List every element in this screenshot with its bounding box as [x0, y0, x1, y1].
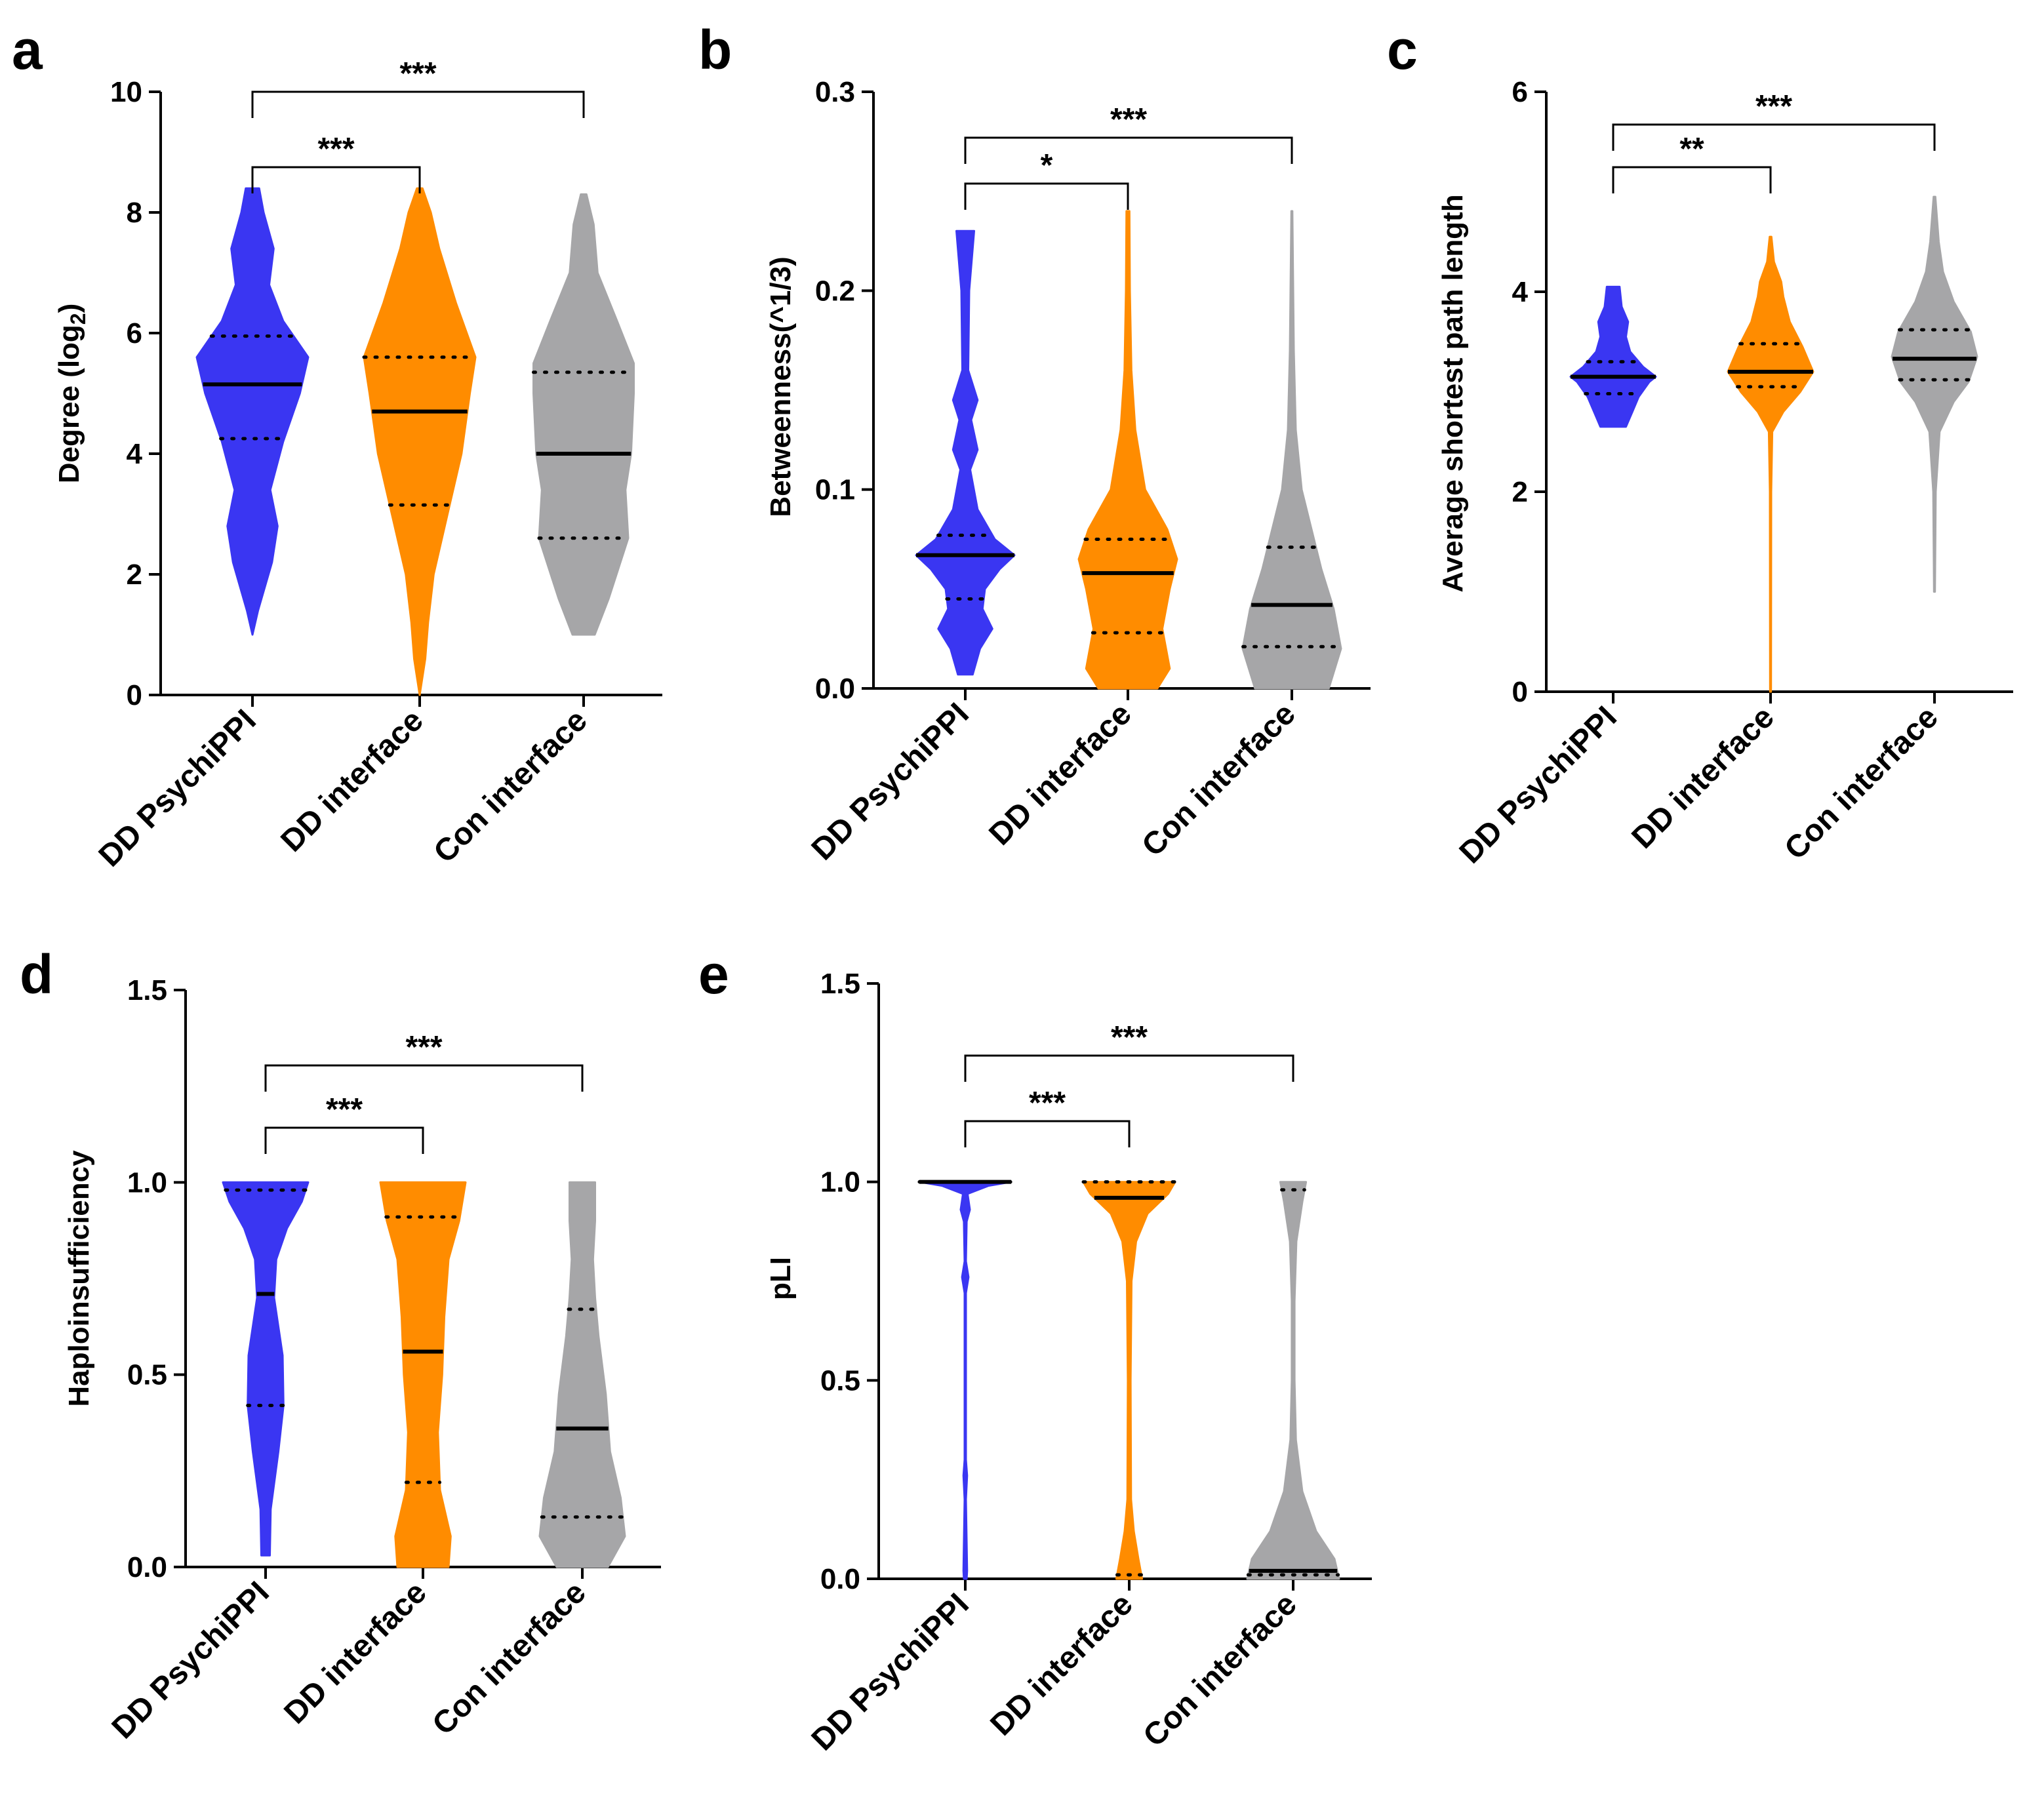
x-tick-label: Con interface: [1135, 696, 1302, 863]
y-tick-label: 0: [127, 679, 142, 711]
y-tick-label: 10: [110, 76, 142, 108]
x-tick-label: DD interface: [274, 703, 430, 858]
y-tick-label: 1.5: [127, 974, 167, 1006]
y-axis-title: Haploinsufficiency: [63, 1150, 95, 1407]
significance-bracket: [964, 1120, 1131, 1147]
violin-dd-interface: [1077, 210, 1178, 690]
x-tick-label: DD interface: [1625, 700, 1780, 855]
violin-con-interface: [532, 193, 635, 636]
panel-d: d 0.0 0.5 1.0 1.5 DD PsychiPPI DD interfaceCon…: [20, 943, 661, 1745]
y-tick-label: 0.2: [815, 275, 855, 307]
panel-e: e 0.0 0.5 1.0 1.5 DD PsychiPPI DD interfaceCon…: [698, 943, 1372, 1757]
panel-letter-e: e: [698, 943, 729, 1005]
x-tick-label: DD interface: [277, 1575, 433, 1730]
significance-bracket: [251, 90, 585, 118]
y-tick-label: 0.5: [127, 1359, 167, 1391]
y-axis-title: Betweenness(^1/3): [765, 256, 797, 517]
significance-label: ***: [405, 1030, 442, 1065]
y-tick-label: 0.1: [815, 474, 855, 506]
y-tick-label: 6: [1512, 76, 1528, 108]
violin-dd-interface: [1727, 235, 1814, 693]
x-tick-label: DD interface: [982, 696, 1138, 852]
significance-bracket: [964, 182, 1129, 210]
y-tick-label: 0.0: [815, 673, 855, 705]
panel-letter-d: d: [20, 943, 53, 1005]
x-tick-label: DD interface: [984, 1587, 1139, 1742]
significance-bracket: [264, 1064, 584, 1092]
x-tick-label: DD PsychiPPI: [1453, 700, 1624, 870]
violin-con-interface: [538, 1181, 626, 1568]
y-tick-label: 0.0: [127, 1551, 167, 1583]
x-tick-label: DD PsychiPPI: [106, 1575, 276, 1745]
panel-letter-a: a: [12, 19, 43, 81]
y-tick-label: 8: [127, 197, 142, 229]
x-tick-label: DD PsychiPPI: [805, 696, 976, 867]
violin-con-interface: [1891, 195, 1978, 593]
significance-label: ***: [1755, 89, 1792, 124]
x-tick-label: Con interface: [1136, 1587, 1303, 1753]
panel-letter-c: c: [1387, 19, 1418, 81]
significance-label: ***: [1111, 1020, 1148, 1055]
significance-bracket: [1612, 166, 1772, 193]
violin-con-interface: [1246, 1181, 1340, 1580]
significance-label: ***: [317, 132, 354, 167]
y-tick-label: 1.0: [127, 1166, 167, 1199]
significance-label: ***: [1110, 102, 1147, 137]
x-tick-label: Con interface: [427, 703, 593, 869]
y-axis-title: pLI: [765, 1257, 797, 1300]
y-tick-label: 1.5: [820, 968, 860, 1000]
violin-con-interface: [1241, 210, 1342, 690]
y-tick-label: 0.3: [815, 76, 855, 108]
y-tick-label: 4: [127, 438, 143, 470]
x-tick-label: DD PsychiPPI: [92, 703, 263, 873]
significance-label: ***: [399, 56, 436, 91]
y-tick-label: 4: [1512, 276, 1529, 308]
violin-dd-psychippi: [918, 1181, 1012, 1580]
significance-bracket: [264, 1126, 424, 1154]
violin-dd-psychippi: [1569, 285, 1657, 428]
y-tick-label: 0.5: [820, 1364, 860, 1397]
panel-letter-b: b: [698, 19, 732, 81]
y-axis-title: Degree (log2): [53, 304, 90, 484]
significance-label: **: [1679, 132, 1704, 167]
significance-label: ***: [326, 1092, 363, 1127]
y-tick-label: 1.0: [820, 1166, 860, 1199]
y-tick-label: 0.0: [820, 1563, 860, 1595]
violin-dd-interface: [379, 1181, 467, 1568]
panel-b: b 0.0 0.1 0.2 0.3 DD PsychiPPI DD interfaceCon…: [698, 19, 1371, 867]
significance-label: ***: [1029, 1086, 1066, 1121]
y-tick-label: 6: [127, 317, 142, 349]
x-tick-label: Con interface: [426, 1575, 592, 1741]
x-tick-label: DD PsychiPPI: [805, 1587, 976, 1757]
significance-bracket: [964, 1054, 1294, 1082]
y-tick-label: 0: [1512, 676, 1528, 708]
significance-bracket: [251, 166, 421, 193]
significance-bracket: [964, 136, 1293, 164]
violin-dd-psychippi: [915, 229, 1016, 676]
violin-dd-psychippi: [195, 187, 310, 636]
significance-label: *: [1041, 148, 1053, 183]
y-tick-label: 2: [1512, 476, 1528, 508]
x-tick-label: Con interface: [1778, 700, 1944, 866]
significance-bracket: [1612, 123, 1936, 151]
y-axis-title: Average shortest path length: [1437, 194, 1469, 592]
violin-dd-interface: [1082, 1181, 1176, 1580]
violin-dd-interface: [363, 187, 477, 696]
violin-dd-psychippi: [222, 1181, 310, 1557]
y-tick-label: 2: [127, 559, 142, 591]
